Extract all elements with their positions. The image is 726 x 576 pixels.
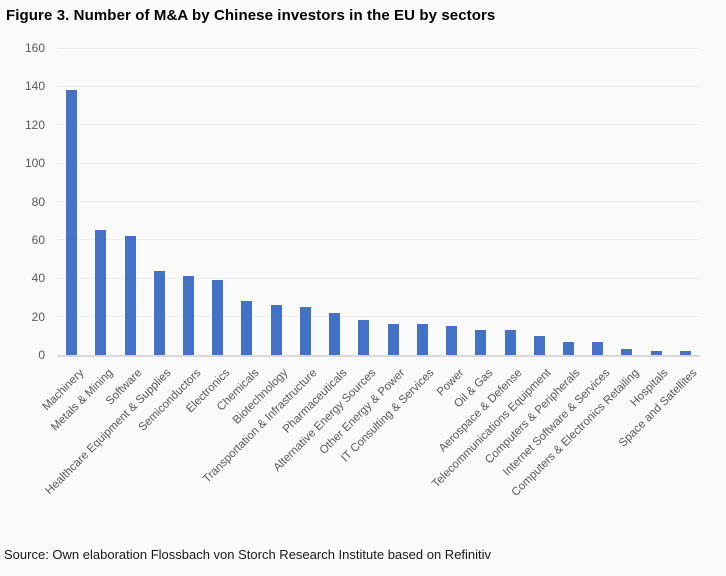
y-gridline [57,201,700,202]
y-gridline [57,124,700,126]
y-axis-tick-label: 0 [38,348,45,362]
bar [533,335,545,355]
bar [592,341,604,355]
y-axis-tick-label: 100 [24,156,45,171]
bar [621,349,633,355]
bar [387,324,399,355]
bar [124,236,136,355]
y-axis-tick-label: 140 [24,79,45,94]
y-gridline [57,277,700,279]
bar [446,326,458,355]
bar [212,280,224,355]
chart-title: Figure 3. Number of M&A by Chinese inves… [6,7,496,24]
bar [358,320,370,355]
bar [562,341,574,355]
bar [650,351,662,355]
bar [270,305,282,355]
bar [416,324,428,355]
y-gridline [57,162,700,164]
y-axis-tick-label: 20 [31,309,45,324]
y-gridline [57,47,700,49]
bar [183,276,195,355]
bar [299,307,311,355]
y-gridline [57,316,700,318]
bar [504,330,516,355]
y-axis-tick-label: 60 [31,232,45,247]
x-axis-line [57,355,700,357]
bar [95,230,107,355]
bar [153,270,165,355]
bar [679,351,691,355]
y-axis-tick-label: 160 [24,41,45,55]
bar [66,90,78,355]
bar [241,301,253,355]
y-axis-tick-label: 40 [31,271,45,286]
y-gridline [57,239,700,241]
y-axis-tick-label: 80 [31,194,45,209]
y-gridline [57,85,700,87]
y-axis-tick-label: 120 [24,117,45,132]
source-note: Source: Own elaboration Flossbach von St… [4,547,492,562]
bar [475,330,487,355]
bar [329,312,341,355]
